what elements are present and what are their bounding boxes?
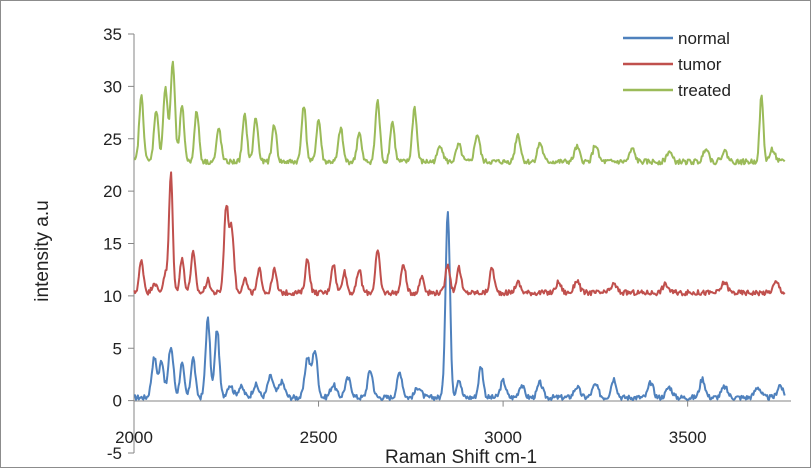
x-tick-label: 2500: [300, 428, 338, 447]
legend-label-treated: treated: [678, 81, 731, 100]
y-tick-label: 5: [113, 339, 122, 358]
y-tick-label: 30: [103, 77, 122, 96]
x-tick-label: 3500: [669, 428, 707, 447]
series-group: [133, 60, 786, 401]
x-tick-label: 2000: [115, 428, 153, 447]
x-tick-label: 3000: [484, 428, 522, 447]
series-line-normal: [134, 211, 786, 401]
legend-label-normal: normal: [678, 29, 730, 48]
y-tick-label: -5: [107, 444, 122, 463]
y-tick-label: 10: [103, 287, 122, 306]
x-axis-ticks: 2000 2500 3000 3500: [115, 400, 707, 447]
y-tick-label: 25: [103, 130, 122, 149]
y-axis-title: intensity a.u: [32, 200, 53, 301]
y-axis-ticks: -5 0 5 10 15 20 25 30 35: [103, 25, 134, 463]
y-tick-label: 35: [103, 25, 122, 44]
y-tick-label: 20: [103, 182, 122, 201]
y-tick-label: 15: [103, 235, 122, 254]
legend-label-tumor: tumor: [678, 55, 722, 74]
legend: normal tumor treated: [623, 29, 731, 100]
y-tick-label: 0: [113, 392, 122, 411]
x-axis-title: Raman Shift cm-1: [385, 447, 537, 468]
series-line-tumor: [133, 171, 786, 297]
series-line-treated: [134, 60, 786, 166]
